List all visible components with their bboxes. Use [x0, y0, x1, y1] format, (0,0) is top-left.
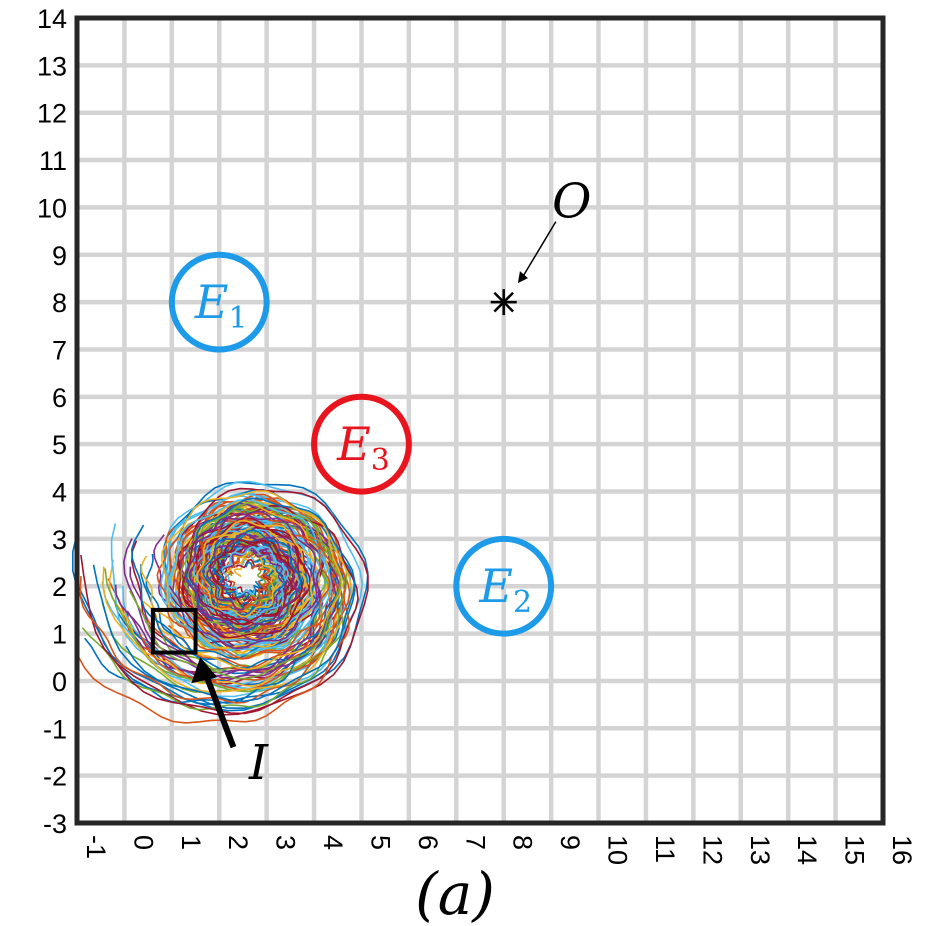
target-point-arrow [521, 221, 557, 279]
trajectory-line [156, 512, 331, 660]
trajectory-line [101, 504, 359, 715]
y-tick-label: 7 [52, 335, 67, 365]
y-tick-label: 10 [37, 193, 67, 223]
y-tick-label: -3 [43, 809, 67, 839]
y-tick-label: 5 [52, 430, 67, 460]
x-tick-label: 10 [603, 835, 633, 865]
initial-set-arrowhead [191, 657, 218, 684]
y-tick-label: 13 [37, 51, 67, 81]
x-tick-label: 4 [318, 835, 348, 850]
trajectory-line [125, 497, 356, 703]
trajectory-line [168, 512, 318, 650]
trajectory-line [181, 517, 311, 639]
trajectory-line [163, 492, 333, 652]
y-tick-label: 0 [52, 667, 67, 697]
x-tick-label: 1 [176, 835, 206, 850]
x-tick-label: 13 [745, 835, 775, 865]
region-label: E2 [478, 559, 532, 620]
region-circle [311, 393, 412, 495]
target-point-arrowhead [517, 271, 528, 284]
y-tick-label: 11 [39, 146, 67, 176]
y-tick-label: 14 [37, 4, 67, 34]
x-tick-label: 11 [650, 835, 680, 863]
y-tick-label: 6 [52, 383, 67, 413]
region-circle [168, 251, 270, 353]
x-tick-label: 9 [555, 835, 585, 850]
regions: E1 E2 E3 [168, 251, 555, 637]
annotations: IO [150, 174, 592, 791]
x-tick-label: 14 [792, 835, 822, 865]
trajectory-line [170, 501, 321, 641]
trajectory-line [188, 510, 324, 642]
x-tick-label: 7 [460, 835, 490, 850]
trajectory-bundle [72, 480, 369, 724]
x-tick-labels: -1 0 1 2 3 4 5 6 7 8 9 10 11 12 13 14 15 16 [81, 835, 917, 865]
y-tick-label: 9 [52, 241, 67, 271]
trajectory-line [198, 528, 300, 628]
x-tick-label: 15 [840, 835, 870, 865]
x-tick-label: -1 [81, 835, 111, 859]
y-tick-label: 4 [52, 478, 67, 508]
region-label: E3 [336, 417, 390, 478]
x-tick-label: 6 [413, 835, 443, 850]
trajectory-line [160, 490, 343, 671]
y-tick-label: 12 [37, 99, 67, 129]
x-tick-label: 0 [128, 835, 158, 850]
x-tick-label: 2 [223, 835, 253, 850]
region-circle [453, 535, 555, 637]
trajectory-line [77, 518, 350, 724]
region-label: E1 [194, 275, 248, 336]
y-tick-label: 8 [52, 288, 67, 318]
y-tick-label: 1 [52, 620, 67, 650]
target-point-marker [493, 291, 514, 313]
y-tick-label: -1 [43, 714, 67, 744]
initial-set-label: I [248, 735, 269, 791]
target-point-label: O [552, 174, 591, 230]
initial-set-box [150, 607, 198, 655]
trajectory-line [84, 536, 320, 704]
initial-set-arrow [203, 674, 237, 749]
plot-frame [74, 15, 886, 826]
y-tick-label: -2 [43, 762, 67, 792]
x-tick-label: 12 [697, 835, 727, 865]
x-tick-label: 5 [365, 835, 395, 850]
x-tick-label: 8 [508, 835, 538, 850]
x-tick-label: 16 [887, 835, 917, 865]
panel-label: (a) [415, 860, 495, 926]
grid-lines [74, 15, 886, 826]
y-tick-label: 3 [52, 525, 67, 555]
y-tick-label: 2 [52, 572, 67, 602]
x-tick-label: 3 [271, 835, 301, 850]
